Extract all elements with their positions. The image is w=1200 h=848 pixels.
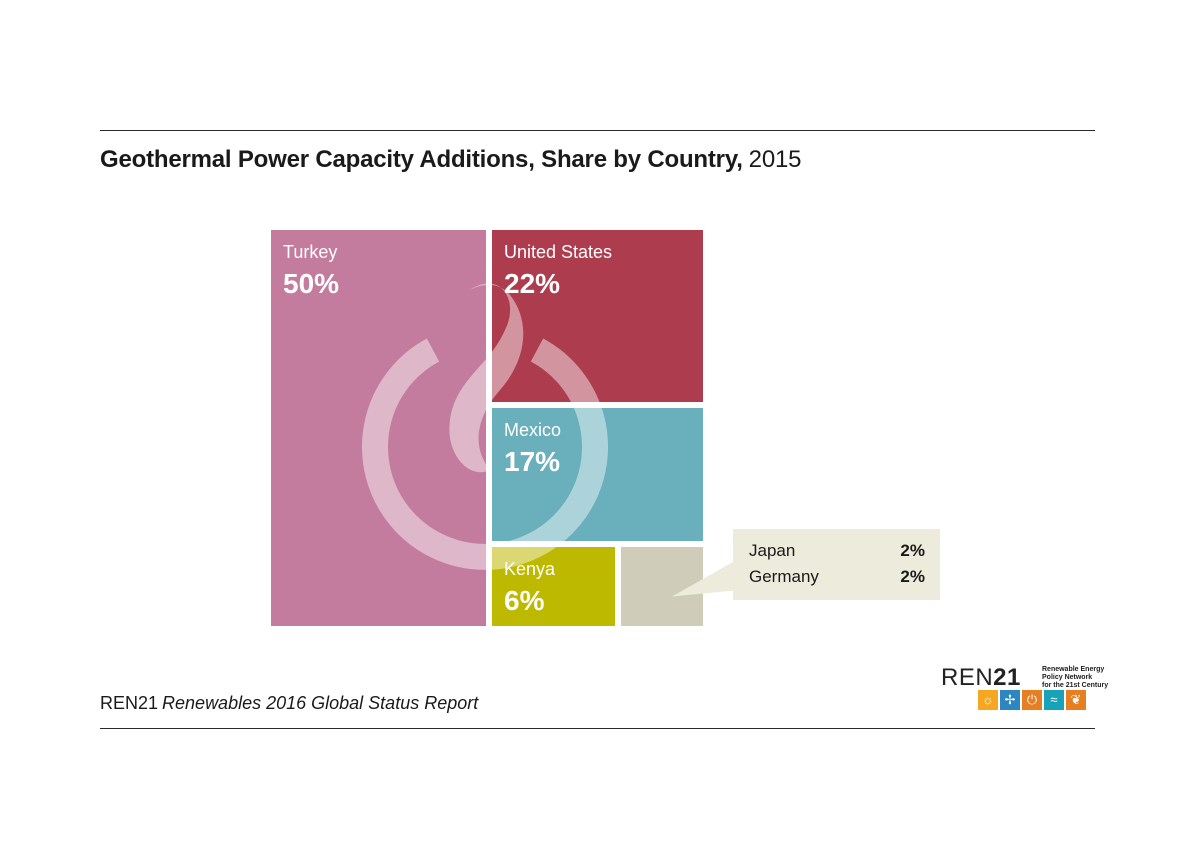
callout-name: Japan bbox=[749, 541, 796, 560]
leaf-icon: ❦ bbox=[1066, 690, 1086, 710]
treemap-tile-united-states bbox=[492, 230, 703, 402]
chart-title-main: Geothermal Power Capacity Additions, Sha… bbox=[100, 146, 743, 173]
source-footer: REN21 Renewables 2016 Global Status Repor… bbox=[100, 693, 478, 714]
power-icon: ⏻ bbox=[1022, 690, 1042, 710]
tile-value: 22% bbox=[504, 268, 561, 299]
tile-label: Mexico bbox=[504, 420, 562, 440]
footer-report: Renewables 2016 Global Status Report bbox=[162, 693, 479, 713]
top-rule bbox=[100, 130, 1095, 131]
ren21-logo: REN21 Renewable Energy Policy Network fo… bbox=[941, 664, 1108, 712]
logo-tagline: Renewable Energy Policy Network for the … bbox=[1042, 666, 1109, 689]
tile-label: Kenya bbox=[504, 559, 556, 579]
tile-value: 50% bbox=[283, 268, 340, 299]
water-waves-icon: ≈ bbox=[1044, 690, 1064, 710]
callout-value: 2% bbox=[900, 541, 925, 560]
tile-label: United States bbox=[504, 242, 613, 262]
geothermal-watermark-icon bbox=[362, 283, 608, 570]
treemap-tile-turkey bbox=[271, 230, 486, 626]
callout-value: 2% bbox=[900, 567, 925, 586]
bottom-rule bbox=[100, 728, 1095, 729]
tile-value: 17% bbox=[504, 446, 561, 477]
chart-title: Geothermal Power Capacity Additions, Sha… bbox=[100, 146, 801, 174]
tile-label: Turkey bbox=[283, 242, 338, 262]
sun-icon: ☼ bbox=[978, 690, 998, 710]
tile-value: 6% bbox=[504, 585, 545, 616]
chart-title-year: 2015 bbox=[748, 146, 802, 173]
logo-icons: ☼ ✢ ⏻ ≈ ❦ bbox=[978, 690, 1086, 710]
treemap-tile-mexico bbox=[492, 408, 703, 541]
treemap-tile-kenya bbox=[492, 547, 615, 626]
treemap-tile-other bbox=[621, 547, 703, 626]
wind-turbine-icon: ✢ bbox=[1000, 690, 1020, 710]
callout-name: Germany bbox=[749, 567, 819, 586]
small-countries-callout: Japan 2% Germany 2% bbox=[733, 529, 940, 600]
footer-org: REN21 bbox=[100, 693, 159, 713]
callout-pointer bbox=[672, 558, 740, 597]
logo-wordmark: REN21 bbox=[941, 664, 1021, 691]
